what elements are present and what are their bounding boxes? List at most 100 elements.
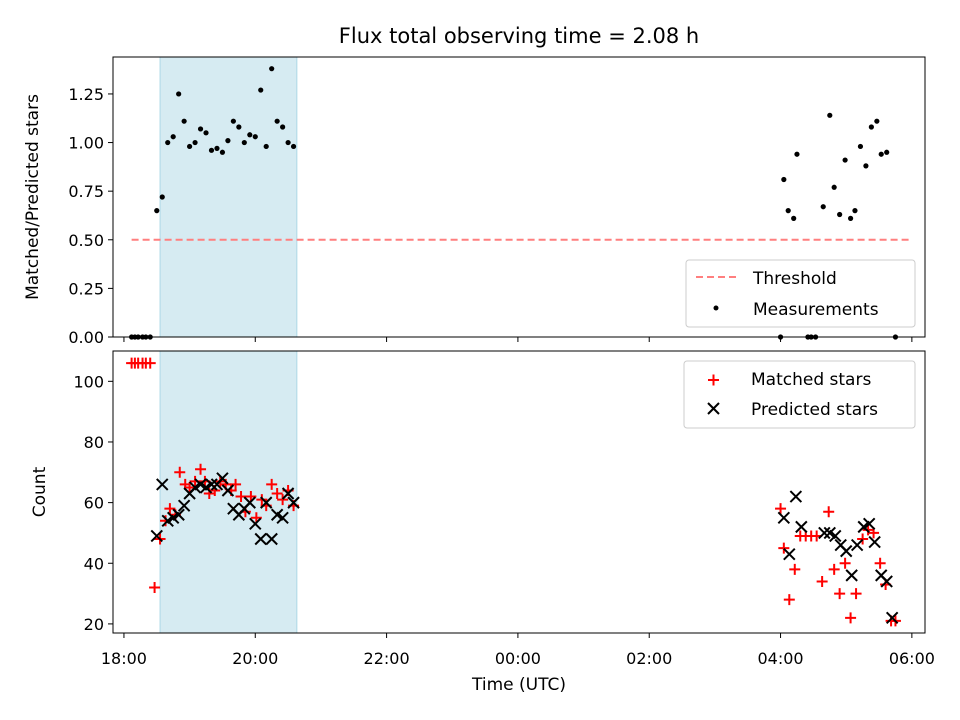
predicted-star-point <box>221 484 235 497</box>
predicted-star-point <box>880 575 893 588</box>
bottom-y-tick-label: 80 <box>84 433 104 452</box>
measurement-point <box>884 149 890 155</box>
bottom-y-tick-label: 20 <box>84 615 104 634</box>
x-tick-label: 04:00 <box>757 649 803 668</box>
predicted-star-point <box>243 496 256 509</box>
predicted-legend-label: Predicted stars <box>751 400 878 420</box>
measurements-legend-label: Measurements <box>753 300 879 320</box>
x-tick-label: 22:00 <box>364 649 410 668</box>
x-tick-label: 18:00 <box>101 649 147 668</box>
predicted-star-point <box>818 526 831 540</box>
matched-star-point <box>874 557 886 569</box>
measurement-point <box>794 151 800 157</box>
predicted-star-point <box>287 496 300 509</box>
measurement-point <box>847 215 854 221</box>
measurement-point <box>781 176 787 183</box>
top-shaded-interval <box>159 56 298 338</box>
top-y-tick-label: 0.75 <box>68 182 104 201</box>
matched-star-point <box>266 478 278 490</box>
predicted-star-point <box>216 472 229 485</box>
predicted-star-point <box>265 532 278 546</box>
measurement-point <box>274 118 280 124</box>
bottom-x-axis: 18:00 20:00 22:00 00:00 02:00 04:00 06:00 <box>101 633 935 668</box>
measurement-point <box>219 149 226 155</box>
measurement-point <box>827 112 833 118</box>
matched-star-point <box>149 582 161 594</box>
matched-star-point <box>164 503 176 515</box>
matched-star-point <box>850 588 862 600</box>
matched-star-point <box>845 612 857 624</box>
predicted-star-point <box>150 529 163 543</box>
measurement-point <box>165 139 171 146</box>
x-tick-label: 02:00 <box>626 649 672 668</box>
matched-star-point <box>834 588 846 600</box>
top-legend: Threshold Measurements <box>685 259 916 328</box>
top-axes-frame <box>112 56 926 338</box>
matched-star-point <box>174 466 186 478</box>
bottom-y-axis-label: Count <box>30 466 50 517</box>
matched-legend-swatch <box>708 374 719 386</box>
matched-star-point <box>271 488 283 500</box>
predicted-star-point <box>281 487 295 500</box>
predicted-star-point <box>777 511 791 524</box>
x-tick-label: 00:00 <box>495 649 541 668</box>
matched-star-point <box>230 478 242 490</box>
measurement-point <box>197 126 204 132</box>
predicted-star-point <box>254 532 267 546</box>
measurement-point <box>269 66 275 72</box>
matched-star-point <box>823 506 835 518</box>
predicted-star-point <box>177 499 191 512</box>
top-panel: 0.00 0.25 0.50 0.75 1.00 1.25 Matched/Predict… <box>23 56 926 347</box>
measurement-point <box>831 184 837 190</box>
predicted-star-point <box>276 511 289 524</box>
bottom-panel: 20 40 60 80 100 18:00 20:00 22:00 00:00 02:00 04:… <box>30 350 935 695</box>
predicted-star-point <box>205 478 218 491</box>
measurement-point <box>863 163 869 169</box>
bottom-y-axis: 20 40 60 80 100 <box>73 372 113 634</box>
measurement-point <box>176 91 182 97</box>
x-tick-label: 06:00 <box>889 649 935 668</box>
predicted-legend-swatch <box>707 402 720 415</box>
top-shaded-band <box>159 56 298 338</box>
bottom-scatter-points <box>126 357 901 627</box>
measurement-point <box>181 118 187 124</box>
predicted-star-point <box>156 478 169 491</box>
predicted-star-point <box>862 517 876 531</box>
measurement-point <box>837 211 843 218</box>
measurement-point <box>154 208 160 214</box>
matched-star-point <box>277 494 289 506</box>
top-y-tick-label: 1.25 <box>68 85 104 104</box>
threshold-legend-label: Threshold <box>752 269 837 289</box>
matched-star-point <box>184 481 196 493</box>
matched-star-point <box>857 533 869 545</box>
bottom-legend: Matched stars Predicted stars <box>683 360 916 429</box>
matched-star-point <box>144 357 156 369</box>
top-legend-frame <box>685 259 916 328</box>
x-axis-label: Time (UTC) <box>471 675 566 695</box>
predicted-star-point <box>868 535 881 549</box>
predicted-star-point <box>260 496 273 509</box>
figure-title: Flux total observing time = 2.08 h <box>339 24 699 48</box>
measurement-point <box>852 208 858 214</box>
predicted-star-point <box>840 544 853 558</box>
bottom-y-tick-label: 40 <box>84 554 104 573</box>
measurement-point <box>187 143 193 150</box>
matched-star-point <box>775 503 787 515</box>
predicted-star-point <box>172 508 185 521</box>
top-y-tick-label: 1.00 <box>68 134 104 153</box>
measurements-legend-swatch <box>713 305 719 311</box>
measurement-point <box>820 204 826 210</box>
x-tick-label: 20:00 <box>232 649 278 668</box>
measurement-point <box>874 118 880 124</box>
predicted-star-point <box>783 547 796 561</box>
top-scatter-points <box>129 66 899 340</box>
matched-star-point <box>839 557 851 569</box>
bottom-legend-frame <box>683 360 916 429</box>
measurement-point <box>225 138 231 144</box>
measurement-point <box>192 139 198 146</box>
measurement-point <box>159 194 165 200</box>
measurement-point <box>878 151 884 157</box>
measurement-point <box>208 147 215 153</box>
matched-star-point <box>195 463 207 475</box>
